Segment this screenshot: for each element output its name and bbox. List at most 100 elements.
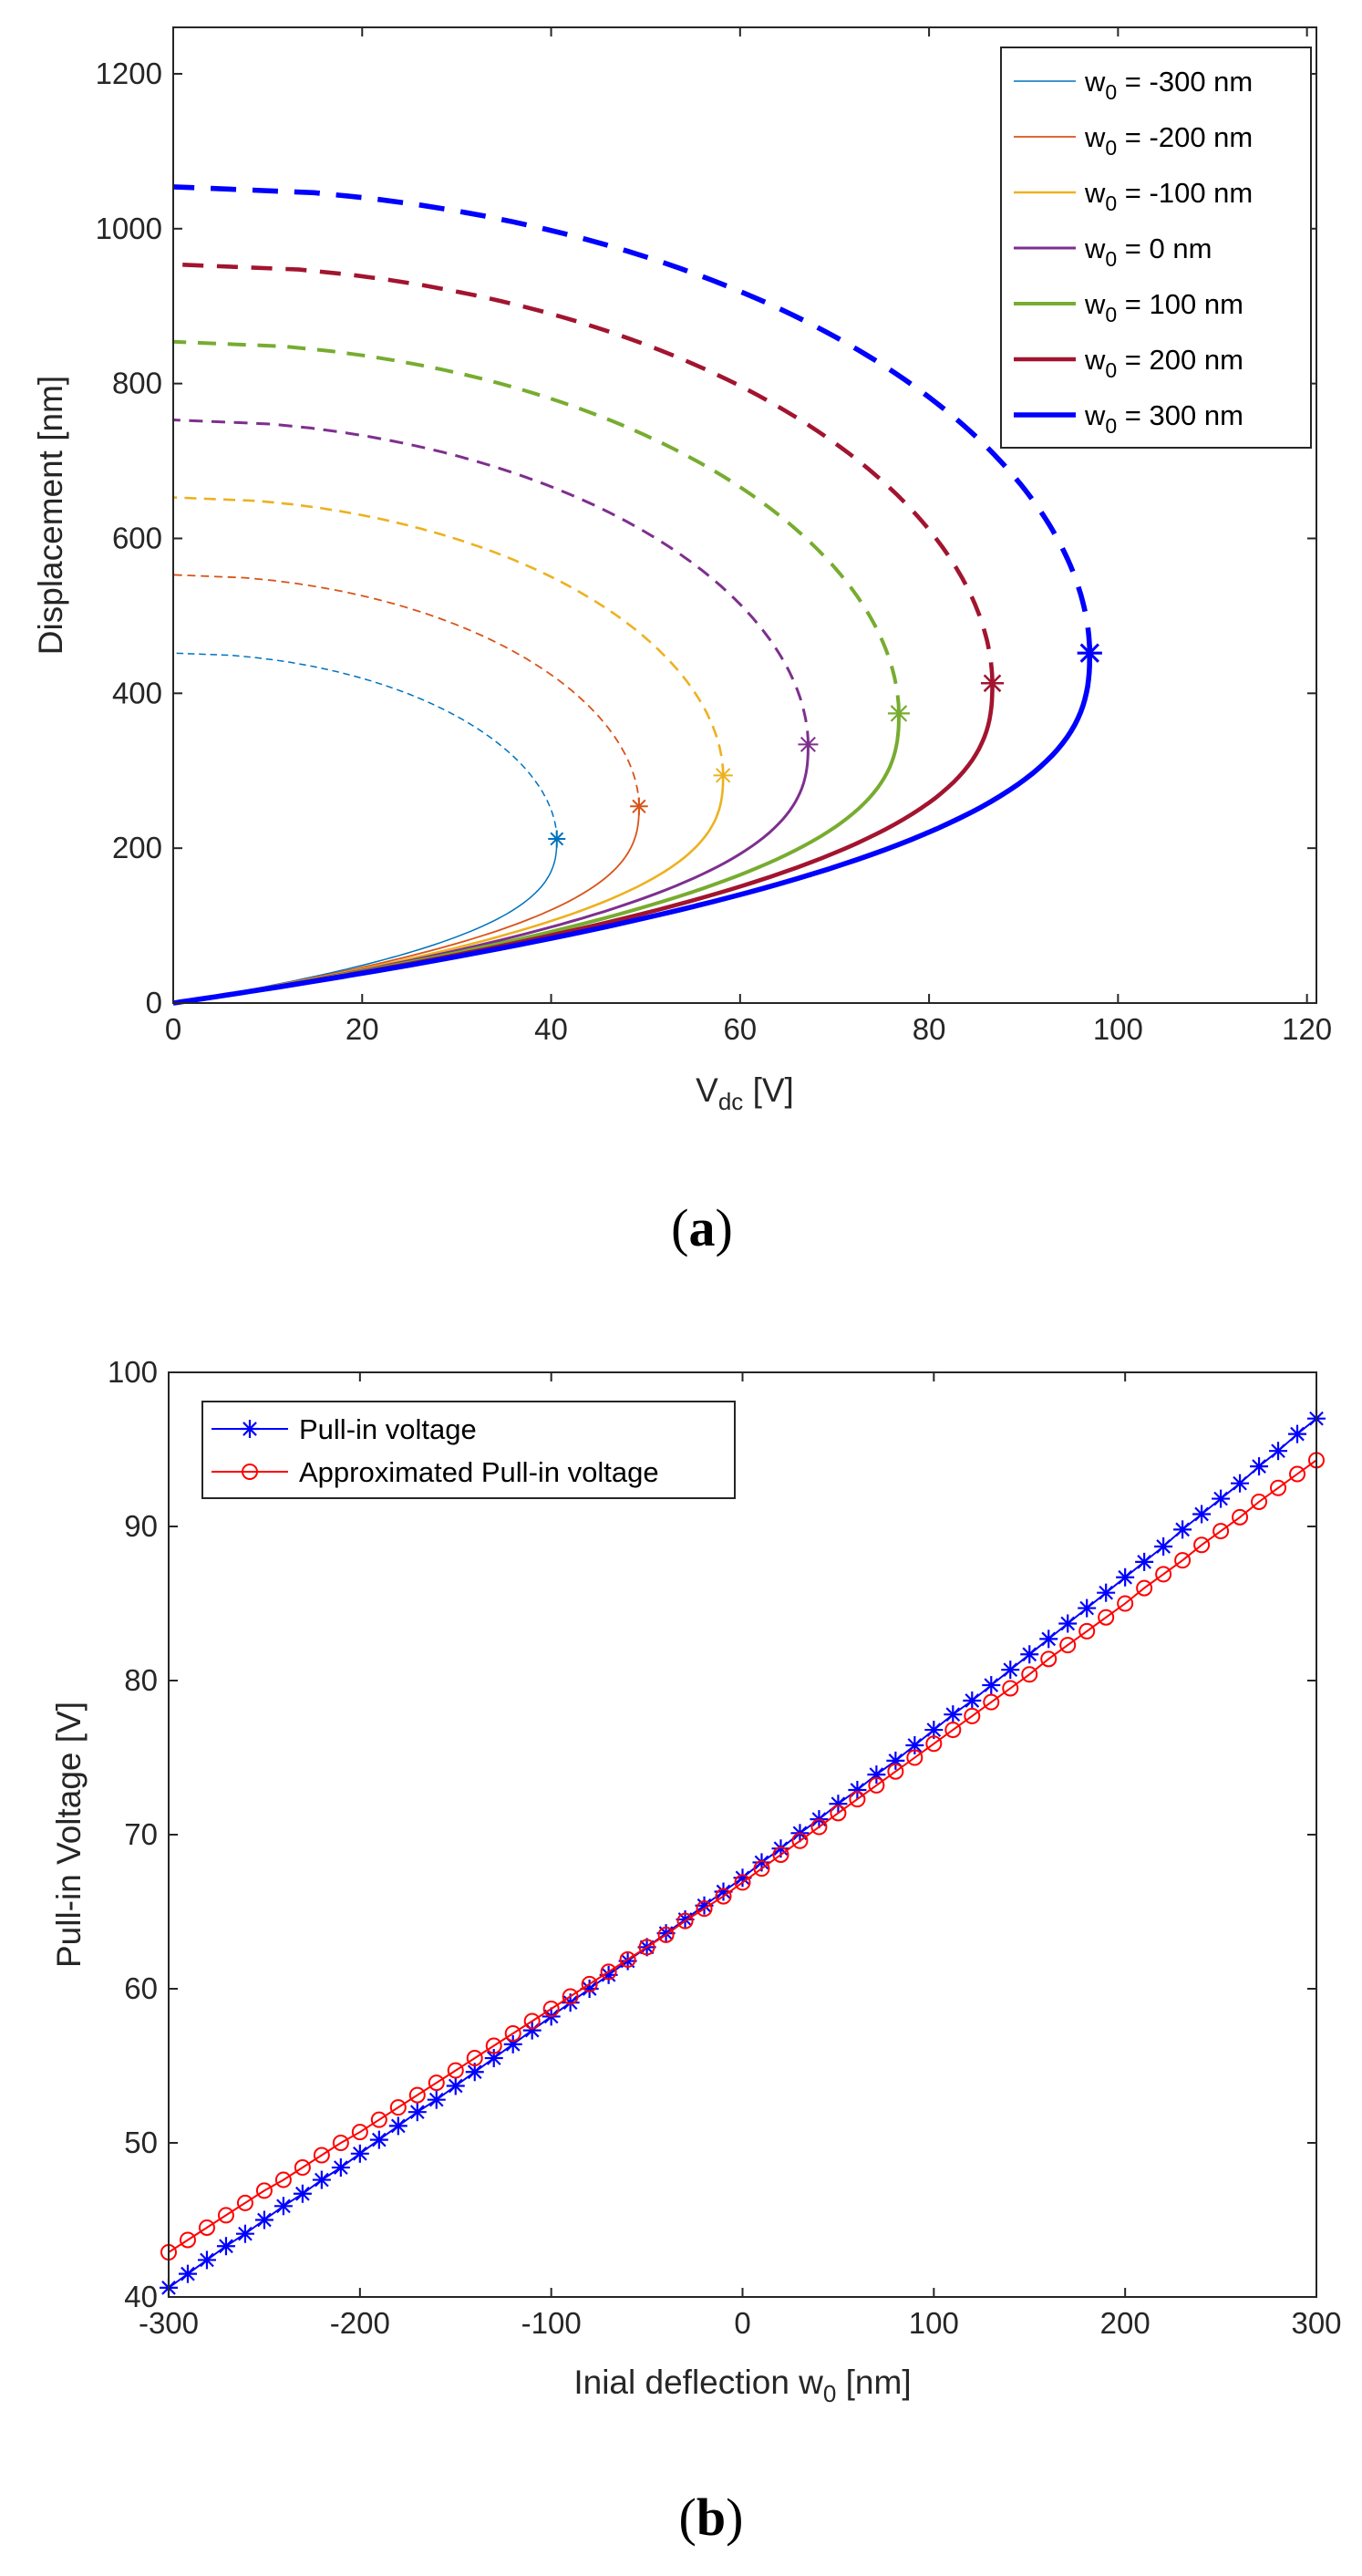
panel-b-approx-point <box>1078 1622 1096 1640</box>
panel-b-x-tick-label: 0 <box>734 2306 750 2340</box>
panel-b-approx-point <box>849 1791 866 1808</box>
panel-b-pullin-point <box>1116 1567 1135 1587</box>
panel-b-approx-point <box>1155 1566 1172 1583</box>
panel-b-approx-point <box>447 2062 464 2079</box>
panel-b-approx-point <box>1040 1650 1058 1668</box>
panel-b-approx-point <box>217 2207 234 2224</box>
panel-a-y-tick-label: 1200 <box>96 57 162 90</box>
panel-b-pullin-point <box>293 2184 312 2203</box>
panel-a-unstable-line <box>172 339 901 714</box>
panel-b-pullin-point <box>1192 1505 1212 1524</box>
panel-b-pullin-point <box>216 2237 235 2256</box>
panel-b-y-tick-label: 90 <box>124 1509 158 1543</box>
panel-a-x-axis-label: Vdc [V] <box>696 1071 794 1115</box>
panel-b-pullin-point <box>427 2090 446 2109</box>
panel-b-approx-point <box>619 1950 636 1968</box>
panel-a-x-tick-label: 60 <box>723 1012 757 1046</box>
panel-b-y-tick-label: 70 <box>124 1817 158 1851</box>
panel-b-pullin-point <box>254 2210 273 2229</box>
panel-b-approx-point <box>1117 1595 1134 1612</box>
panel-b-approx-point <box>332 2135 349 2151</box>
panel-a-legend-label: w0 = -100 nm <box>1084 177 1253 215</box>
panel-b-pullin-point <box>1078 1598 1097 1618</box>
panel-a-x-tick-label: 0 <box>165 1012 181 1046</box>
panel-b-approx-point <box>1136 1579 1153 1597</box>
panel-b-x-tick-label: -200 <box>330 2306 390 2340</box>
panel-b-approx-point <box>1270 1479 1287 1496</box>
panel-a-pullin-marker <box>548 830 566 848</box>
panel-a-legend-label: w0 = 100 nm <box>1084 288 1243 326</box>
panel-b-approx-point <box>1193 1536 1211 1554</box>
panel-a-x-tick-label: 40 <box>534 1012 568 1046</box>
panel-a-pullin-marker <box>980 671 1005 695</box>
panel-a-y-tick-label: 600 <box>112 521 162 554</box>
panel-a-y-tick-label: 0 <box>146 986 162 1019</box>
panel-a-unstable-line <box>172 262 995 684</box>
panel-b-axes: -300 -200 -100 0 100 200 300 40 50 60 70 80 90 100 <box>108 1355 1342 2340</box>
panel-b-approx-point <box>1251 1493 1268 1510</box>
panel-a-legend: w0 = -300 nm w0 = -200 nm w0 = -100 nm w0 =… <box>1000 47 1312 449</box>
panel-a-y-tick-label: 200 <box>112 831 162 864</box>
panel-b-pullin-point <box>197 2250 216 2270</box>
panel-a-curves <box>172 184 1102 1006</box>
panel-b-approx-point <box>198 2219 215 2236</box>
panel-a-legend-label: w0 = -200 nm <box>1084 121 1253 160</box>
panel-b-curves <box>160 1409 1326 2297</box>
panel-b-pullin-point <box>1135 1552 1154 1571</box>
panel-b-pullin-point <box>388 2116 408 2136</box>
panel-b-approx-point <box>294 2159 311 2177</box>
panel-b-approx-point <box>485 2037 502 2054</box>
panel-a-pullin-marker <box>798 734 819 755</box>
panel-a-unstable-line <box>172 184 1093 654</box>
panel-b-approx-point <box>1212 1523 1230 1540</box>
panel-b-pullin-point <box>1288 1424 1307 1443</box>
panel-a-pullin-marker <box>630 797 648 816</box>
panel-b-approx-point <box>504 2025 521 2043</box>
panel-b-approx-point <box>810 1818 828 1836</box>
panel-b-pullin-point <box>1020 1645 1039 1664</box>
panel-b-approx-point <box>236 2194 253 2211</box>
panel-b-pullin-point <box>369 2130 388 2149</box>
panel-a-unstable-line <box>172 419 810 745</box>
panel-a-axes-box <box>172 26 1317 1004</box>
panel-b-pullin-point <box>1039 1629 1058 1649</box>
panel-b-legend-marker <box>241 1420 259 1438</box>
panel-b-legend-box <box>201 1401 736 1499</box>
panel-b-approx-point <box>408 2086 426 2104</box>
panel-b-approx-point <box>1174 1552 1192 1569</box>
panel-b-pullin-point <box>484 2049 503 2068</box>
panel-b-approx-point <box>830 1805 847 1822</box>
panel-b-approx-point <box>428 2074 445 2092</box>
panel-b-approx-point <box>562 1988 579 2005</box>
panel-b-pullin-point <box>312 2170 331 2189</box>
panel-b-approx-point <box>370 2111 387 2128</box>
panel-b-approx-point <box>1289 1465 1306 1483</box>
panel-b-caption-label: (b) <box>679 2488 744 2547</box>
panel-b-approx-point <box>906 1749 923 1766</box>
panel-a-stable-line <box>172 653 1093 1006</box>
panel-b-approx-point <box>964 1707 981 1724</box>
panel-b-pullin-point <box>1097 1583 1116 1602</box>
panel-a-x-tick-label: 120 <box>1282 1012 1332 1046</box>
panel-b-pullin-point <box>1154 1536 1173 1556</box>
panel-a-x-tick-label: 100 <box>1093 1012 1143 1046</box>
panel-a-pullin-marker <box>887 702 910 725</box>
panel-b-approx-point <box>466 2050 483 2067</box>
panel-b-pullin-point <box>1250 1457 1269 1476</box>
panel-a-y-tick-label: 800 <box>112 367 162 400</box>
panel-b-approx-point <box>389 2099 407 2116</box>
panel-b-legend-marker <box>242 1464 258 1480</box>
panel-b-pullin-point <box>408 2103 427 2122</box>
panel-b-pullin-point <box>944 1705 963 1724</box>
panel-a-caption-label: (a) <box>671 1198 733 1257</box>
panel-b-y-tick-label: 60 <box>124 1971 158 2005</box>
panel-b-plot-area <box>169 1372 1316 2297</box>
panel-b-approx-point <box>983 1693 1000 1711</box>
panel-b-pullin-point <box>963 1691 982 1710</box>
panel-b-pullin-point <box>273 2197 293 2216</box>
panel-a-legend-label: w0 = -300 nm <box>1084 66 1253 104</box>
panel-b-y-axis-label: Pull-in Voltage [V] <box>50 1702 88 1968</box>
panel-b-approx-point <box>581 1975 598 1992</box>
